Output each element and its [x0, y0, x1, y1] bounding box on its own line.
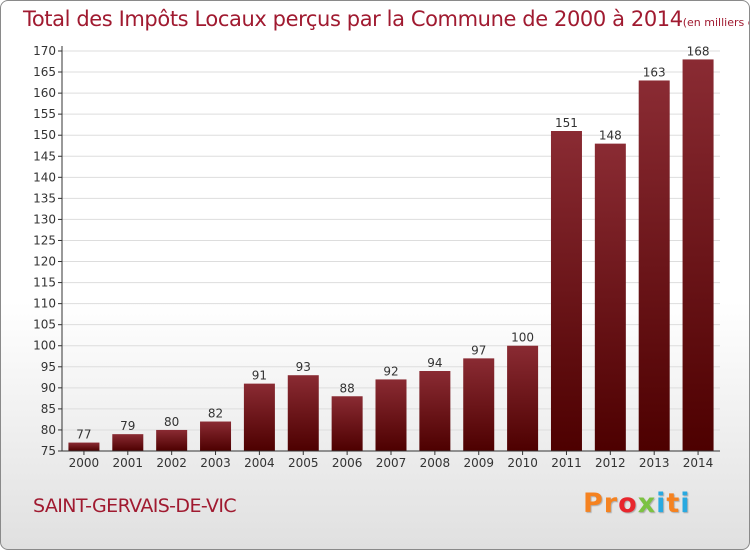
- data-label-2011: 151: [555, 116, 578, 130]
- data-label-2004: 91: [252, 369, 267, 383]
- y-tick-label: 155: [33, 107, 56, 121]
- y-tick-label: 115: [33, 276, 56, 290]
- y-tick-label: 165: [33, 65, 56, 79]
- data-label-2009: 97: [471, 343, 486, 357]
- y-tick-label: 85: [41, 402, 56, 416]
- x-tick-label: 2001: [113, 456, 144, 470]
- chart-title-main: Total des Impôts Locaux perçus par la Co…: [23, 7, 683, 31]
- bar-2000: [68, 442, 100, 451]
- data-label-2005: 93: [296, 360, 311, 374]
- x-tick-label: 2008: [420, 456, 451, 470]
- y-tick-label: 120: [33, 255, 56, 269]
- bar-2007: [375, 379, 407, 451]
- bar-2001: [112, 434, 144, 451]
- x-tick-label: 2012: [595, 456, 626, 470]
- y-tick-label: 80: [41, 423, 56, 437]
- x-tick-label: 2014: [683, 456, 714, 470]
- bar-2009: [463, 358, 495, 451]
- y-tick-label: 160: [33, 86, 56, 100]
- data-label-2014: 168: [687, 44, 710, 58]
- data-label-2006: 88: [339, 381, 354, 395]
- bar-2010: [507, 345, 539, 451]
- bar-2012: [594, 143, 626, 451]
- axes: 75 80 85 90 95 100 105 110 115 120 125 130 135 140 145…: [33, 44, 720, 470]
- bar-2008: [419, 371, 451, 451]
- y-tick-label: 140: [33, 170, 56, 184]
- y-tick-label: 105: [33, 318, 56, 332]
- data-label-2000: 77: [76, 428, 91, 442]
- data-label-2008: 94: [427, 356, 442, 370]
- bar-2006: [331, 396, 363, 451]
- y-tick-label: 125: [33, 233, 56, 247]
- bar-2011: [550, 131, 582, 451]
- data-label-2012: 148: [599, 129, 622, 143]
- y-tick-label: 100: [33, 339, 56, 353]
- chart-title: Total des Impôts Locaux perçus par la Co…: [23, 7, 749, 31]
- x-tick-label: 2005: [288, 456, 319, 470]
- commune-name: SAINT-GERVAIS-DE-VIC: [33, 495, 237, 517]
- x-tick-label: 2013: [639, 456, 670, 470]
- x-tick-label: 2007: [376, 456, 407, 470]
- x-tick-label: 2004: [244, 456, 275, 470]
- y-tick-label: 75: [41, 444, 56, 458]
- x-tick-label: 2011: [551, 456, 582, 470]
- bar-2002: [156, 429, 188, 451]
- bar-2004: [243, 383, 275, 451]
- x-tick-label: 2003: [200, 456, 231, 470]
- bar-2013: [638, 80, 670, 451]
- y-tick-label: 130: [33, 212, 56, 226]
- y-tick-label: 95: [41, 360, 56, 374]
- y-tick-label: 150: [33, 128, 56, 142]
- data-label-2001: 79: [120, 419, 135, 433]
- bar-2014: [682, 59, 714, 451]
- x-tick-label: 2006: [332, 456, 363, 470]
- proxiti-logo: Proxiti: [583, 488, 691, 519]
- x-tick-label: 2000: [69, 456, 100, 470]
- data-labels: 77 79 80 82 91 93 88 92 94 97 100 151 148 163 168: [76, 44, 709, 441]
- x-tick-label: 2010: [507, 456, 538, 470]
- y-tick-label: 110: [33, 297, 56, 311]
- data-label-2003: 82: [208, 407, 223, 421]
- y-tick-label: 135: [33, 191, 56, 205]
- y-tick-label: 90: [41, 381, 56, 395]
- bar-2005: [287, 375, 319, 451]
- y-tick-label: 170: [33, 44, 56, 58]
- y-tick-label: 145: [33, 149, 56, 163]
- data-label-2007: 92: [383, 364, 398, 378]
- x-tick-label: 2002: [156, 456, 187, 470]
- data-label-2010: 100: [511, 331, 534, 345]
- data-label-2002: 80: [164, 415, 179, 429]
- chart-title-unit: (en milliers d'€): [682, 16, 749, 29]
- data-label-2013: 163: [643, 65, 666, 79]
- bar-2003: [200, 421, 232, 451]
- bars: [68, 59, 714, 451]
- x-tick-label: 2009: [463, 456, 494, 470]
